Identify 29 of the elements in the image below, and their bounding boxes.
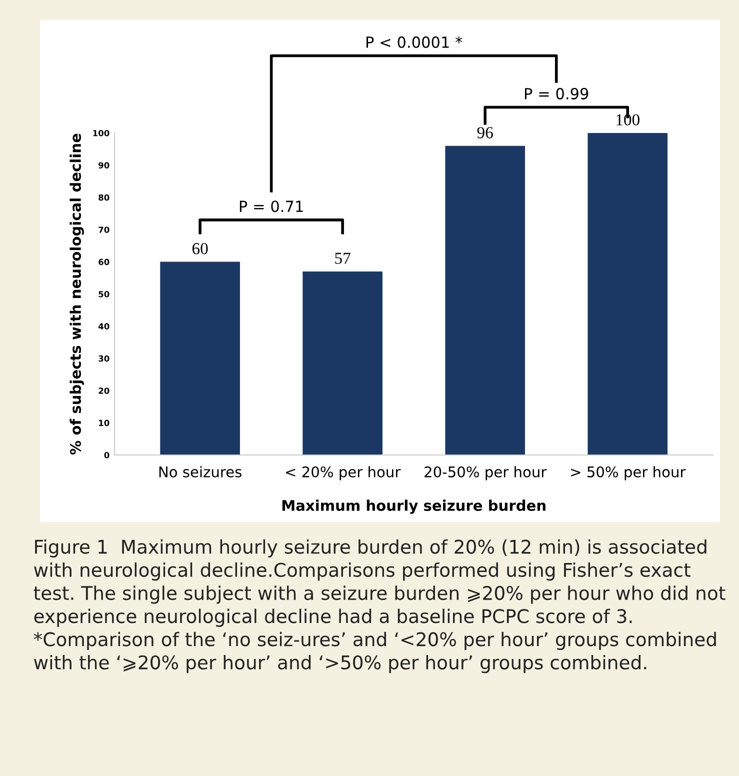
y-axis-title: % of subjects with neurological decline	[70, 134, 84, 454]
y-tick-label: 30	[98, 355, 110, 362]
x-tick-label: 20-50% per hour	[424, 466, 547, 480]
data-label: 60	[192, 243, 208, 254]
data-label: 100	[616, 114, 640, 126]
x-tick-label: > 50% per hour	[571, 466, 686, 480]
text: P = 0.99	[524, 88, 588, 100]
x-tick-label: No seizures	[159, 466, 242, 478]
y-tick-label: 100	[93, 130, 110, 136]
y-tick-label: 80	[98, 194, 110, 201]
bar	[588, 133, 668, 455]
y-tick-label: 60	[98, 258, 110, 266]
x-tick-label: < 20% per hour	[286, 466, 401, 480]
annotation: P = 0.71	[240, 200, 303, 212]
data-label: 57	[335, 252, 350, 264]
y-tick-label: 40	[98, 323, 110, 330]
y-tick-label: 70	[98, 226, 110, 233]
y-tick-label: 10	[99, 420, 110, 426]
y-tick-label: 50	[98, 290, 110, 298]
bar	[160, 262, 240, 455]
bar	[445, 146, 526, 455]
x-axis-title: Maximum hourly seizure burden	[282, 500, 546, 514]
caption: Figure 1 Maximum hourly seizure burden of 20% (12 min) is associated with neurological decline.Comparisons performed using Fisher’s exact test. The single subject with a seizure burden ⩾20% per hour who did not experience neurological decline had a baseline PCPC score of 3. *Comparison of the ‘no seiz-ures’ and ‘<20% per hour’ groups combined with the ‘⩾20% per hour’ and ‘>50% per hour’ groups combined.	[34, 539, 726, 674]
y-tick-label: 0	[104, 452, 110, 458]
text: P < 0.0001 *	[366, 36, 462, 48]
y-tick-label: 20	[98, 388, 110, 394]
bar	[302, 271, 382, 455]
data-label: 96	[477, 127, 493, 138]
y-tick-label: 90	[98, 162, 110, 168]
